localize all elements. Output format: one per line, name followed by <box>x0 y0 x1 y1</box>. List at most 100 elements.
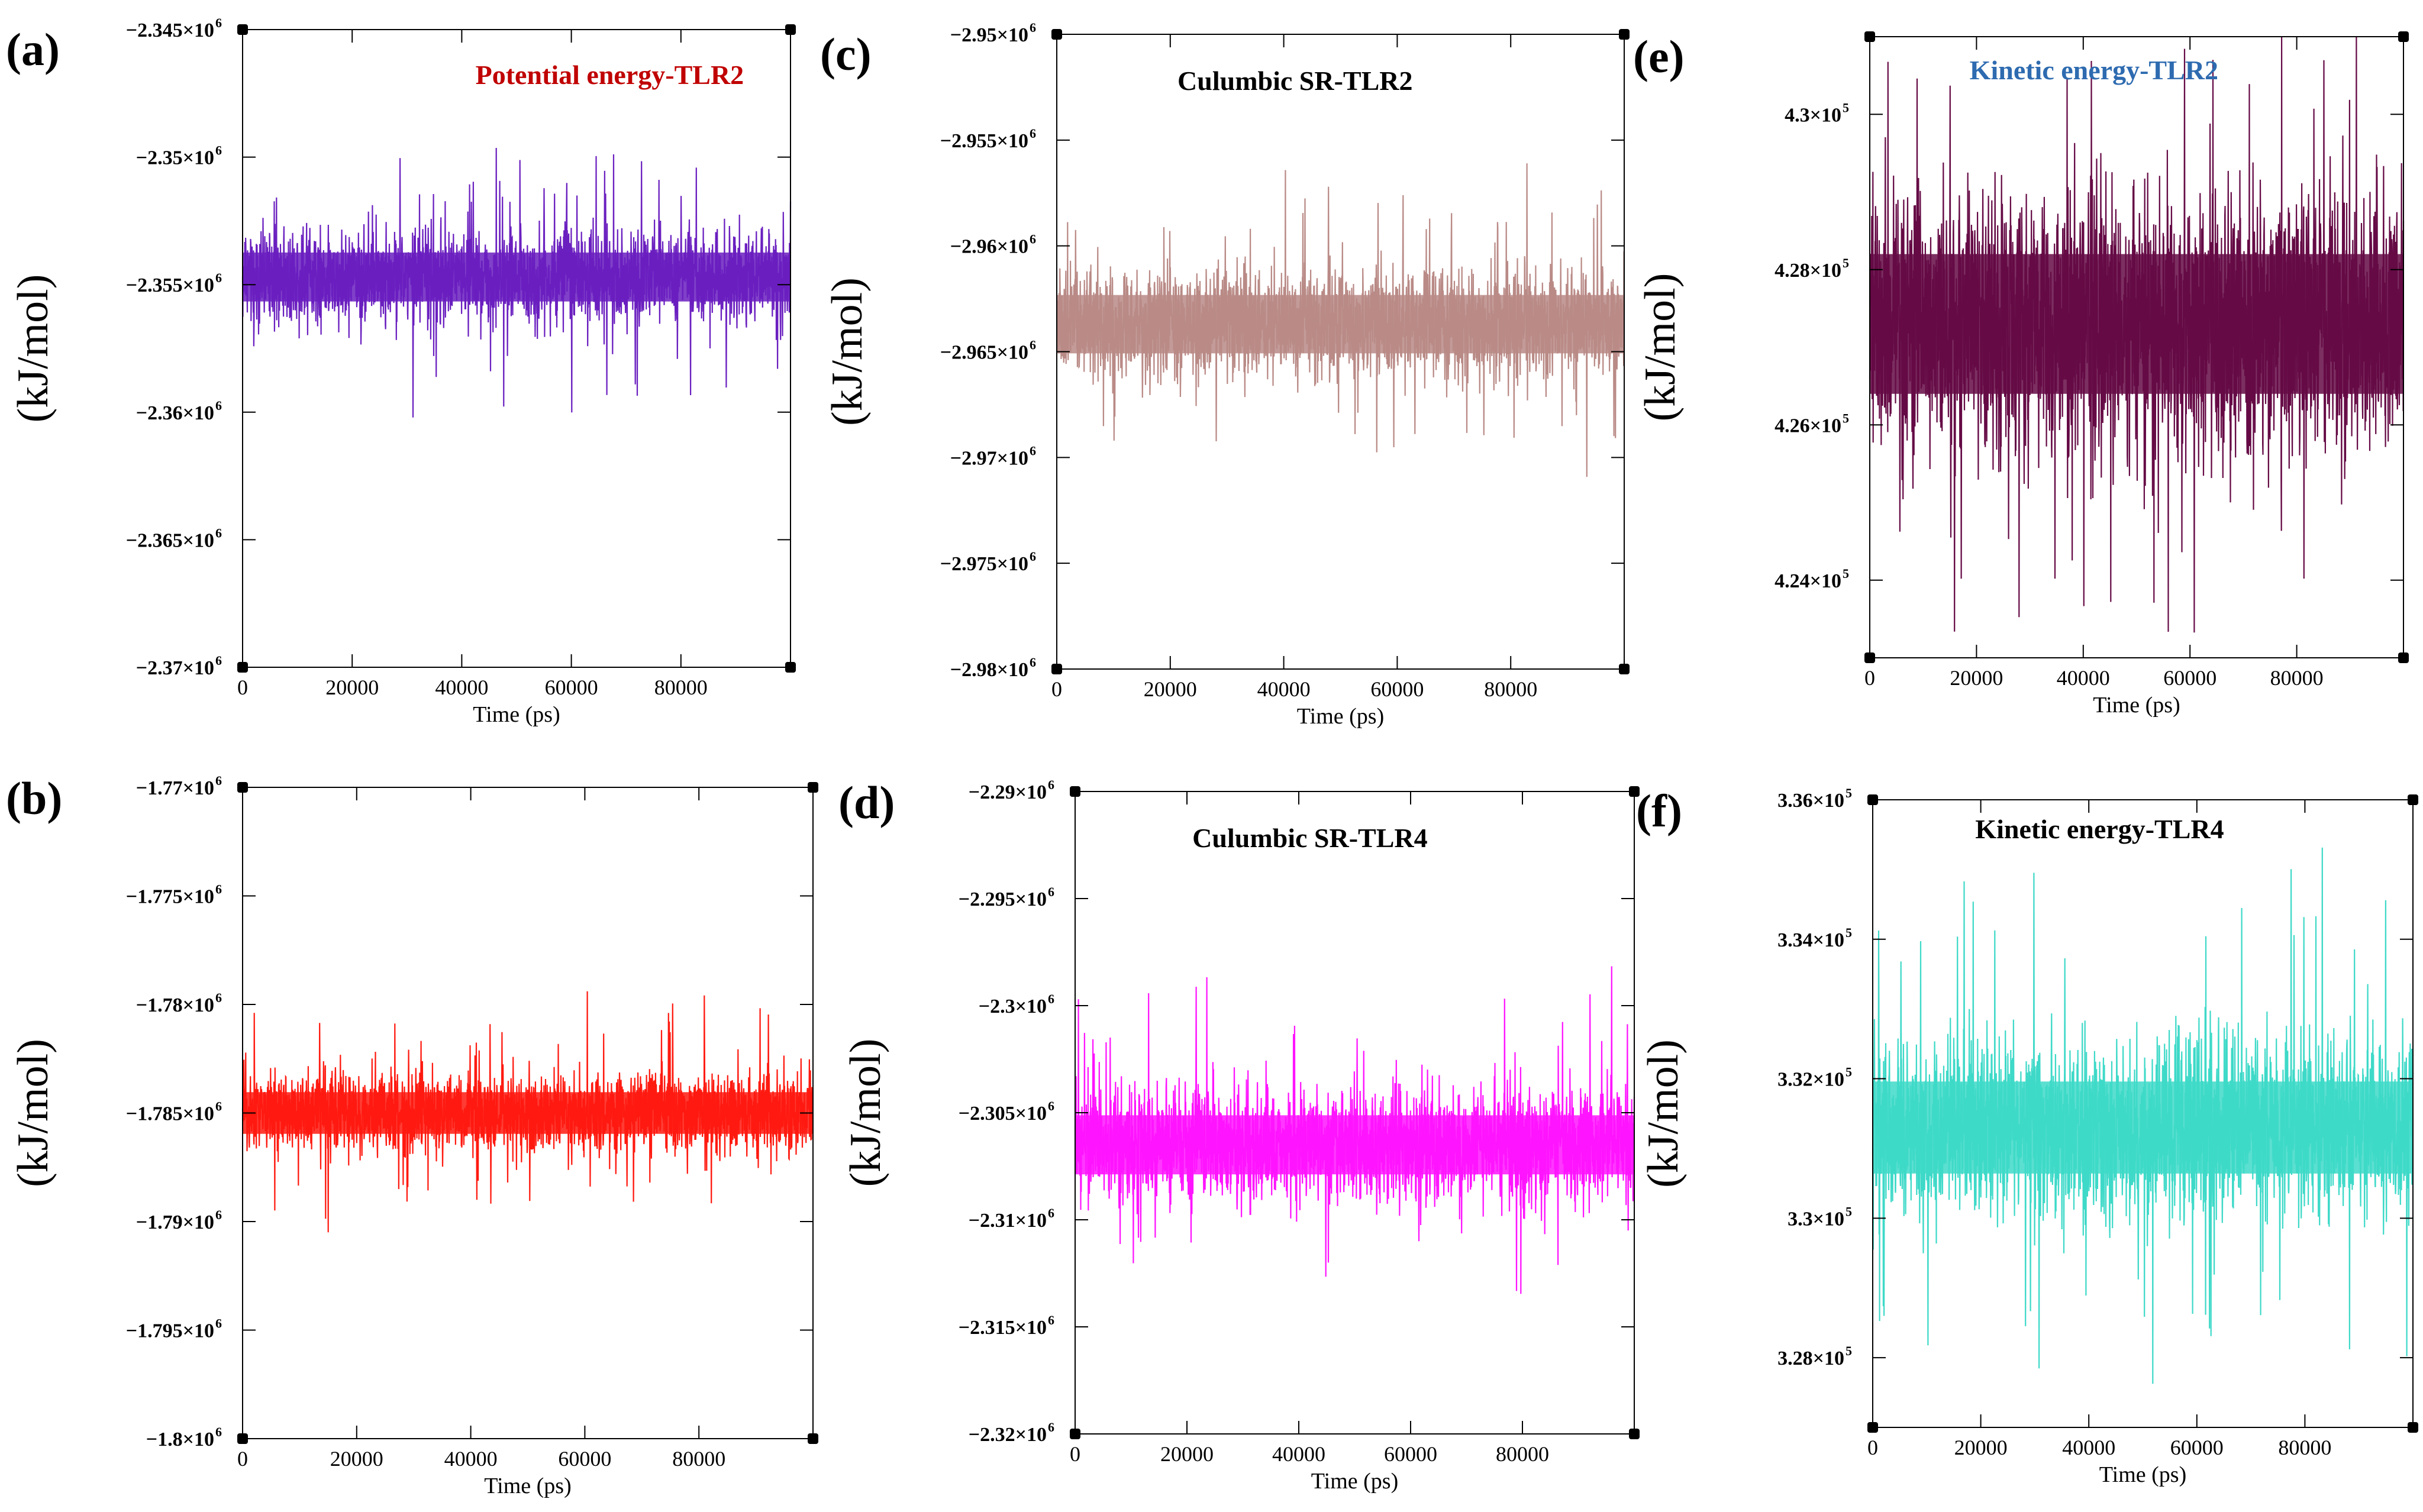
panel-label: (f) <box>1636 785 1682 836</box>
y-tick-exponent: 5 <box>1846 1204 1852 1219</box>
y-tick-exponent: 6 <box>1030 126 1036 141</box>
x-tick-label: 60000 <box>1384 1442 1437 1466</box>
y-tick-label: −2.305×10 <box>959 1103 1047 1125</box>
y-tick-label: 4.28×10 <box>1774 260 1841 282</box>
y-tick-label: −1.795×10 <box>126 1320 214 1342</box>
y-tick-label: −2.315×10 <box>959 1317 1047 1339</box>
chart-title: Kinetic energy-TLR2 <box>1970 55 2218 85</box>
frame-corner-marker <box>1867 1422 1878 1433</box>
frame-corner-marker <box>1619 664 1630 674</box>
panel-label: (a) <box>6 24 60 75</box>
frame-corner-marker <box>1864 652 1875 663</box>
y-tick-exponent: 6 <box>1048 1420 1054 1435</box>
frame-corner-marker <box>1629 786 1640 797</box>
x-tick-label: 0 <box>1864 666 1875 690</box>
y-tick-label: 4.3×10 <box>1785 104 1841 126</box>
panel-label: (b) <box>6 773 62 824</box>
chart-title: Culumbic SR-TLR2 <box>1177 66 1412 96</box>
y-tick-label: 3.28×10 <box>1777 1348 1844 1369</box>
frame-corner-marker <box>2408 1422 2418 1433</box>
y-tick-label: −2.3×10 <box>979 996 1047 1017</box>
x-tick-label: 80000 <box>1496 1442 1549 1466</box>
frame-corner-marker <box>2398 31 2409 42</box>
x-tick-label: 20000 <box>330 1447 383 1471</box>
y-tick-exponent: 6 <box>1048 777 1054 792</box>
y-axis-label: (kJ/mol) <box>1639 1039 1688 1188</box>
y-tick-exponent: 6 <box>215 1099 222 1114</box>
chart-title: Culumbic SR-TLR4 <box>1192 823 1427 853</box>
y-tick-label: −1.78×10 <box>136 994 214 1016</box>
series-core-band <box>1870 254 2403 394</box>
y-tick-exponent: 6 <box>1030 549 1036 564</box>
y-tick-label: −2.37×10 <box>136 657 214 679</box>
y-axis-label: (kJ/mol) <box>841 1039 890 1187</box>
frame-corner-marker <box>237 662 248 673</box>
y-tick-label: 3.32×10 <box>1777 1069 1844 1091</box>
y-tick-exponent: 6 <box>215 270 222 285</box>
y-tick-exponent: 6 <box>1030 443 1036 458</box>
series-core-band <box>1075 1115 1634 1175</box>
plot-frame <box>1869 36 2404 658</box>
frame-corner-marker <box>1629 1429 1640 1439</box>
x-tick-label: 40000 <box>2062 1436 2115 1459</box>
x-tick-label: 60000 <box>2170 1436 2224 1459</box>
frame-corner-marker <box>2398 652 2409 663</box>
x-axis-label: Time (ps) <box>484 1474 571 1498</box>
frame-corner-marker <box>1867 794 1878 805</box>
y-tick-label: −2.35×10 <box>136 147 214 169</box>
y-tick-exponent: 5 <box>1843 256 1849 270</box>
y-tick-label: −2.95×10 <box>950 24 1028 46</box>
y-tick-exponent: 6 <box>215 653 222 668</box>
x-tick-label: 80000 <box>1484 677 1537 701</box>
y-tick-label: −2.97×10 <box>950 447 1028 469</box>
frame-corner-marker <box>237 1433 248 1444</box>
y-tick-exponent: 6 <box>215 398 222 413</box>
y-tick-exponent: 6 <box>1030 232 1036 247</box>
y-tick-exponent: 6 <box>1030 338 1036 353</box>
y-tick-label: −1.775×10 <box>126 886 214 908</box>
x-tick-label: 0 <box>237 1447 248 1471</box>
x-axis-label: Time (ps) <box>2093 693 2180 718</box>
panel-label: (e) <box>1633 31 1685 82</box>
series-core-band <box>243 1092 813 1134</box>
x-tick-label: 80000 <box>2278 1436 2331 1459</box>
y-tick-exponent: 6 <box>215 1207 222 1222</box>
y-tick-exponent: 6 <box>215 15 222 30</box>
y-tick-exponent: 6 <box>1048 1313 1054 1327</box>
series-core-band <box>1057 295 1624 354</box>
x-axis-label: Time (ps) <box>2099 1462 2186 1487</box>
frame-corner-marker <box>1051 664 1062 674</box>
x-tick-label: 20000 <box>325 676 379 699</box>
x-tick-label: 40000 <box>1272 1442 1325 1466</box>
plot-frame <box>242 29 791 668</box>
y-tick-exponent: 6 <box>1030 655 1036 670</box>
y-tick-exponent: 5 <box>1846 1065 1852 1080</box>
frame-corner-marker <box>808 782 818 793</box>
series-core-band <box>243 252 791 302</box>
y-tick-exponent: 6 <box>1048 884 1054 899</box>
y-tick-label: −2.36×10 <box>136 402 214 424</box>
x-tick-label: 20000 <box>1950 666 2003 690</box>
frame-corner-marker <box>808 1433 818 1444</box>
y-tick-exponent: 6 <box>1048 1099 1054 1113</box>
frame-corner-marker <box>2408 794 2418 805</box>
x-tick-label: 0 <box>1051 677 1062 701</box>
x-tick-label: 60000 <box>558 1447 611 1471</box>
x-tick-label: 40000 <box>2057 666 2110 690</box>
x-axis-label: Time (ps) <box>473 702 560 727</box>
y-tick-label: 4.26×10 <box>1774 415 1841 437</box>
x-axis-label: Time (ps) <box>1311 1469 1398 1494</box>
x-tick-label: 80000 <box>672 1447 725 1471</box>
y-axis-label: (kJ/mol) <box>9 1039 57 1187</box>
y-tick-label: −2.365×10 <box>126 529 214 551</box>
y-tick-exponent: 6 <box>215 773 222 788</box>
frame-corner-marker <box>1051 29 1062 40</box>
chart-title: Potential energy-TLR2 <box>476 60 744 90</box>
y-tick-label: −2.965×10 <box>940 342 1028 364</box>
y-tick-label: −2.355×10 <box>126 274 214 296</box>
y-tick-exponent: 6 <box>215 525 222 540</box>
y-tick-label: −2.955×10 <box>940 130 1028 152</box>
